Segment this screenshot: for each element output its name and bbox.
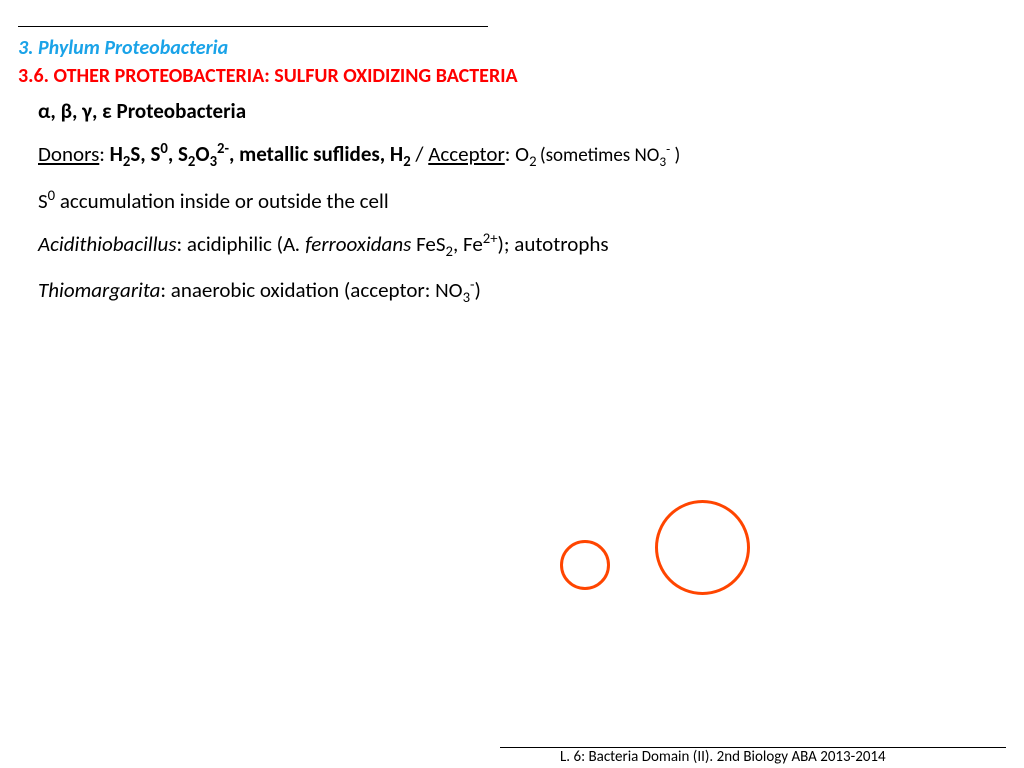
acceptor-note: (sometimes NO3- ) — [540, 144, 680, 167]
greek-classes: α, β, γ, ε — [38, 98, 117, 124]
acidithio-mid: : acidiphilic (A — [177, 231, 296, 257]
top-divider — [18, 26, 488, 27]
donors-list: H2S, S0, S2O32-, metallic suflides, H2 — [110, 141, 411, 167]
small-cell-circle — [560, 540, 610, 590]
thiomarg-rest: : anaerobic oxidation (acceptor: NO3-) — [160, 277, 481, 303]
donors-acceptor-line: Donors: H2S, S0, S2O32-, metallic suflid… — [38, 139, 984, 171]
acidithiobacillus-line: Acidithiobacillus: acidiphilic (A. ferro… — [38, 229, 984, 261]
phylum-heading: 3. Phylum Proteobacteria — [18, 36, 228, 60]
accumulation-line: S0 accumulation inside or outside the ce… — [38, 186, 984, 215]
large-cell-circle — [655, 500, 750, 595]
sep: / — [411, 141, 429, 167]
acidithio-species: . ferrooxidans — [295, 231, 416, 257]
acceptor-value: : O2 — [505, 141, 540, 167]
thiomarg-genus: Thiomargarita — [38, 277, 160, 303]
footer-text: L. 6: Bacteria Domain (II). 2nd Biology … — [560, 748, 886, 766]
classes-line: α, β, γ, ε Proteobacteria — [38, 98, 984, 125]
acidithio-rest: FeS2, Fe2+); autotrophs — [416, 231, 609, 257]
donors-label: Donors — [38, 141, 99, 167]
accumulation-text: S0 accumulation inside or outside the ce… — [38, 188, 389, 214]
section-heading: 3.6. OTHER PROTEOBACTERIA: SULFUR OXIDIZ… — [18, 64, 518, 88]
acceptor-label: Acceptor — [428, 141, 505, 167]
classes-suffix: Proteobacteria — [117, 98, 247, 124]
content-block: α, β, γ, ε Proteobacteria Donors: H2S, S… — [38, 98, 984, 321]
acidithio-genus: Acidithiobacillus — [38, 231, 177, 257]
donors-colon: : — [99, 141, 109, 167]
thiomargarita-line: Thiomargarita: anaerobic oxidation (acce… — [38, 275, 984, 307]
